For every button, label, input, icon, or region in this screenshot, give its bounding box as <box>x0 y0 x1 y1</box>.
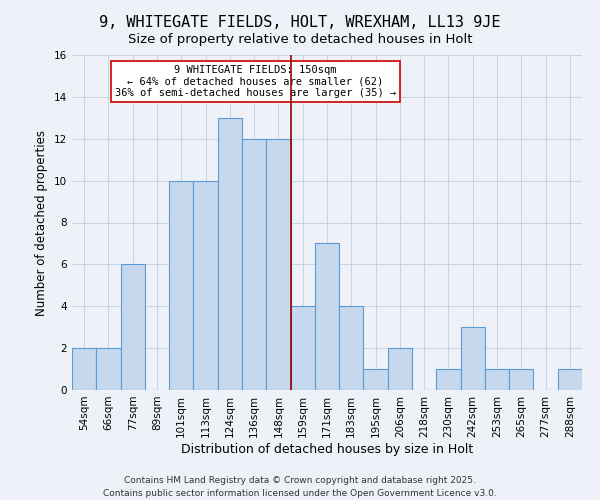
Bar <box>461 327 485 390</box>
Bar <box>388 348 412 390</box>
Bar <box>290 306 315 390</box>
X-axis label: Distribution of detached houses by size in Holt: Distribution of detached houses by size … <box>181 442 473 456</box>
Bar <box>436 369 461 390</box>
Bar <box>509 369 533 390</box>
Text: 9 WHITEGATE FIELDS: 150sqm
← 64% of detached houses are smaller (62)
36% of semi: 9 WHITEGATE FIELDS: 150sqm ← 64% of deta… <box>115 65 396 98</box>
Bar <box>121 264 145 390</box>
Bar <box>218 118 242 390</box>
Y-axis label: Number of detached properties: Number of detached properties <box>35 130 49 316</box>
Bar <box>242 138 266 390</box>
Bar <box>266 138 290 390</box>
Bar <box>339 306 364 390</box>
Bar <box>169 180 193 390</box>
Bar <box>558 369 582 390</box>
Text: Size of property relative to detached houses in Holt: Size of property relative to detached ho… <box>128 32 472 46</box>
Bar <box>96 348 121 390</box>
Bar <box>485 369 509 390</box>
Text: 9, WHITEGATE FIELDS, HOLT, WREXHAM, LL13 9JE: 9, WHITEGATE FIELDS, HOLT, WREXHAM, LL13… <box>99 15 501 30</box>
Bar <box>364 369 388 390</box>
Bar <box>193 180 218 390</box>
Bar <box>72 348 96 390</box>
Text: Contains HM Land Registry data © Crown copyright and database right 2025.
Contai: Contains HM Land Registry data © Crown c… <box>103 476 497 498</box>
Bar <box>315 244 339 390</box>
